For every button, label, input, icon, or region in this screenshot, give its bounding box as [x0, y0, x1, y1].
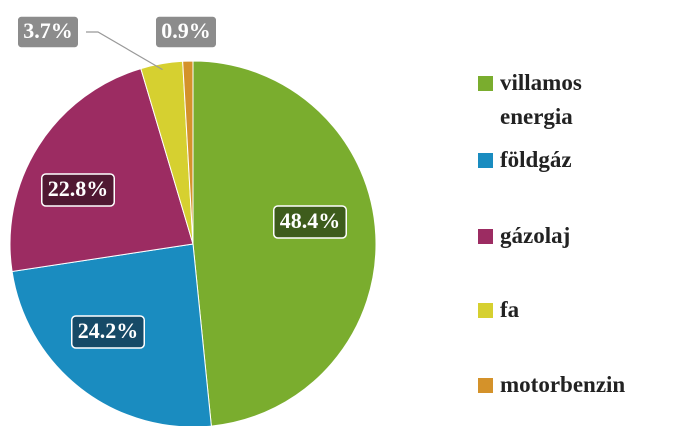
- data-label-text: 48.4%: [280, 208, 341, 233]
- data-label: 3.7%: [16, 15, 80, 49]
- data-label-text: 3.7%: [23, 18, 73, 43]
- legend-item: motorbenzin: [478, 368, 658, 402]
- data-label-text: 0.9%: [161, 18, 211, 43]
- legend-label: földgáz: [500, 147, 572, 172]
- legend-label: motorbenzin: [500, 372, 626, 397]
- data-label-text: 22.8%: [48, 176, 109, 201]
- leader-line: [86, 31, 163, 71]
- data-label-box: [71, 315, 145, 349]
- data-label-box: [16, 15, 80, 49]
- data-label: 22.8%: [41, 173, 115, 207]
- legend-item: villamos energia: [478, 66, 658, 134]
- data-label: 24.2%: [71, 315, 145, 349]
- data-label-text: 24.2%: [78, 318, 139, 343]
- data-label: 0.9%: [154, 15, 218, 49]
- data-label-box: [273, 205, 347, 239]
- legend-item: fa: [478, 293, 658, 327]
- legend-item: földgáz: [478, 143, 658, 177]
- legend-swatch: [478, 153, 493, 168]
- legend-swatch: [478, 303, 493, 318]
- pie-slice: [182, 60, 194, 245]
- legend-label: villamos energia: [500, 70, 582, 129]
- legend-swatch: [478, 378, 493, 393]
- legend-swatch: [478, 229, 493, 244]
- data-label-box: [41, 173, 115, 207]
- data-label: 48.4%: [273, 205, 347, 239]
- legend-item: gázolaj: [478, 219, 658, 253]
- legend-swatch: [478, 76, 493, 91]
- legend-label: fa: [500, 297, 520, 322]
- pie-slice: [9, 67, 194, 273]
- pie-slice: [192, 60, 377, 426]
- data-label-box: [154, 15, 218, 49]
- legend-label: gázolaj: [500, 223, 571, 248]
